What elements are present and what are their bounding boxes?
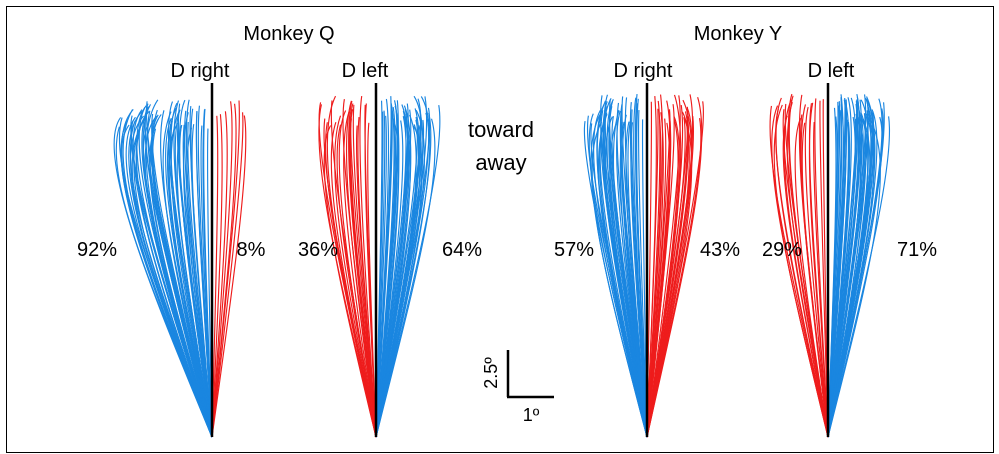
trajectory-line: [375, 104, 409, 438]
figure-border: [6, 6, 994, 453]
pct-q-d-right-right: 8%: [237, 239, 266, 261]
trajectory-line: [136, 107, 213, 438]
trajectory-line: [178, 99, 213, 438]
trajectory-line: [827, 99, 859, 438]
trajectory-line: [637, 110, 648, 438]
trajectory-line: [630, 122, 648, 438]
trajectory-line: [350, 119, 377, 438]
trajectory-line: [646, 96, 703, 438]
trajectory-line: [364, 103, 377, 438]
trajectory-line: [334, 115, 377, 438]
trajectory-line: [590, 111, 648, 438]
trajectory-line: [827, 105, 840, 438]
legend-toward: toward: [468, 117, 534, 142]
trajectory-line: [771, 105, 829, 438]
trajectory-line: [375, 105, 393, 438]
trajectory-line: [338, 110, 377, 438]
trajectory-line: [616, 102, 648, 438]
pct-y-d-right-right: 43%: [700, 239, 740, 261]
panel-label-y-d-right: D right: [614, 60, 673, 82]
pct-q-d-right-left: 92%: [77, 239, 117, 261]
scale-bar-horizontal-label: 1º: [523, 405, 540, 425]
title-monkey-y: Monkey Y: [694, 23, 783, 45]
trajectory-line: [646, 94, 694, 438]
trajectory-line: [804, 106, 829, 438]
trajectory-line: [786, 101, 829, 438]
pct-y-d-left-right: 71%: [897, 239, 937, 261]
trajectory-line: [819, 100, 829, 438]
trajectory-line: [783, 99, 829, 438]
trajectory-line: [174, 109, 213, 438]
trajectory-line: [195, 111, 213, 438]
trajectory-line: [827, 99, 870, 438]
trajectory-line: [211, 111, 228, 438]
trajectory-line: [646, 95, 681, 438]
trajectory-line: [211, 115, 219, 438]
trajectory-line: [827, 97, 852, 438]
trajectory-line: [827, 99, 875, 438]
trajectory-line: [132, 109, 213, 438]
trajectory-line: [211, 114, 223, 438]
trajectory-line: [646, 94, 664, 438]
trajectory-line: [138, 105, 213, 438]
trajectory-line: [827, 119, 881, 438]
trajectory-line: [646, 95, 657, 438]
trajectory-line: [347, 100, 377, 438]
panel-label-y-d-left: D left: [808, 60, 855, 82]
panel-label-q-d-left: D left: [342, 60, 389, 82]
trajectories-monkey-q-d-left: [318, 95, 441, 438]
trajectory-line: [635, 103, 648, 438]
trajectory-line: [133, 116, 213, 438]
trajectory-line: [827, 100, 863, 438]
title-monkey-q: Monkey Q: [243, 23, 334, 45]
trajectory-line: [596, 104, 648, 438]
trajectory-line: [827, 116, 883, 438]
trajectories-monkey-y-d-left: [769, 93, 891, 438]
pct-q-d-left-left: 36%: [298, 239, 338, 261]
trajectory-line: [375, 96, 431, 438]
trajectory-line: [145, 99, 213, 438]
trajectory-line: [769, 105, 829, 438]
trajectory-line: [145, 101, 213, 438]
trajectory-line: [788, 95, 829, 438]
scale-bar-vertical-label: 2.5º: [481, 357, 501, 389]
panel-label-q-d-right: D right: [171, 60, 230, 82]
pct-y-d-left-left: 29%: [762, 239, 802, 261]
trajectory-line: [588, 113, 648, 438]
trajectory-line: [113, 117, 213, 438]
trajectory-line: [646, 104, 675, 438]
trajectory-line: [318, 102, 377, 438]
pct-q-d-left-right: 64%: [442, 239, 482, 261]
trajectory-line: [211, 112, 244, 438]
trajectory-line: [345, 100, 377, 438]
trajectory-line: [375, 105, 400, 438]
trajectory-line: [375, 110, 386, 438]
trajectory-line: [813, 121, 829, 438]
trajectory-line: [619, 104, 648, 438]
trajectory-line: [646, 99, 693, 438]
trajectories-monkey-y-d-right: [583, 94, 704, 438]
trajectory-line: [343, 111, 377, 438]
trajectory-line: [827, 99, 847, 438]
trajectory-line: [211, 101, 233, 438]
trajectory-line: [122, 109, 213, 438]
legend-away: away: [475, 150, 526, 175]
trajectory-line: [359, 95, 377, 438]
trajectories-monkey-q-d-right: [113, 99, 247, 438]
trajectory-line: [608, 106, 648, 438]
trajectory-line: [211, 100, 240, 438]
trajectory-line: [808, 102, 829, 438]
trajectory-line: [189, 106, 213, 438]
trajectory-line: [167, 107, 213, 438]
pct-y-d-right-left: 57%: [554, 239, 594, 261]
trajectory-line: [375, 118, 436, 438]
trajectory-line: [211, 115, 247, 438]
